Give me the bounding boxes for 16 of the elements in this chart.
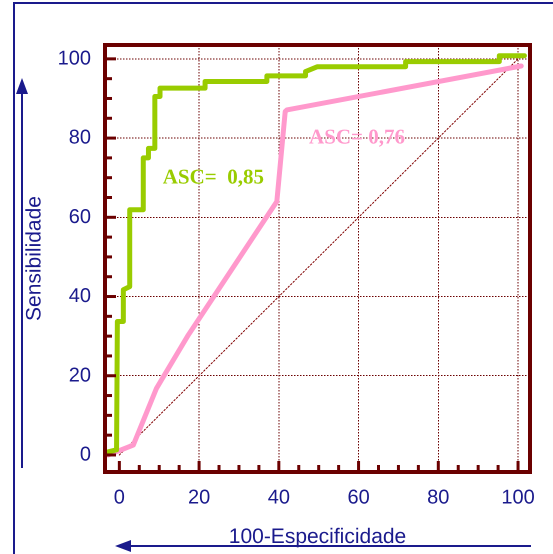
x-tick-label: 100 [501, 486, 535, 509]
y-tick-label: 20 [68, 364, 91, 386]
y-tick-label: 0 [80, 443, 91, 466]
y-tick-label: 100 [58, 47, 91, 70]
y-tick-label: 80 [68, 126, 91, 149]
y-tick-label: 60 [68, 206, 91, 228]
y-axis-title: Sensibilidade [22, 196, 46, 321]
x-tick-label: 40 [268, 486, 290, 509]
annotation: ASC= 0,85 [162, 164, 264, 189]
x-tick-label: 20 [188, 486, 210, 509]
y-tick-label: 40 [68, 285, 91, 308]
annotation: ASC= 0,76 [309, 124, 406, 149]
x-tick-label: 60 [347, 486, 370, 509]
x-tick-label: 80 [427, 486, 450, 509]
x-tick-label: 0 [114, 486, 125, 509]
x-axis-title: 100-Especificidade [228, 525, 406, 548]
